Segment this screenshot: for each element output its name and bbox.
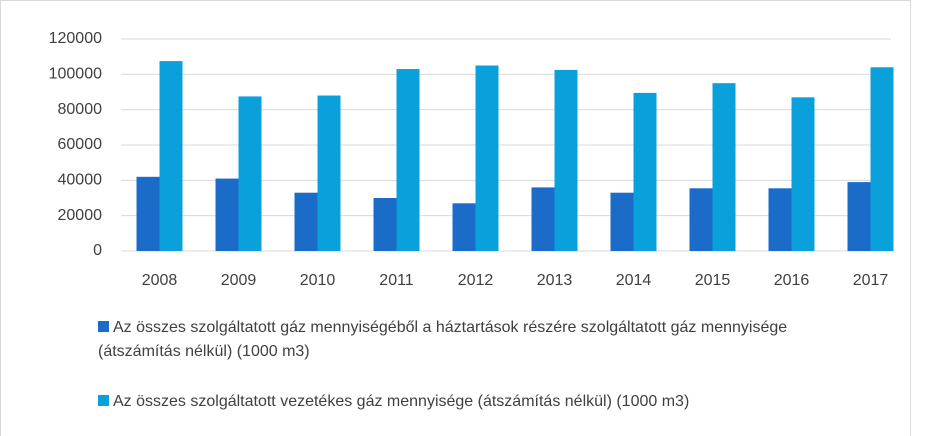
bar — [475, 65, 499, 251]
bar — [215, 178, 239, 251]
legend-label: Az összes szolgáltatott vezetékes gáz me… — [113, 393, 690, 410]
bar — [847, 182, 871, 251]
bar — [712, 83, 736, 252]
x-tick-label: 2017 — [853, 272, 889, 289]
bar — [689, 188, 713, 251]
bar — [531, 187, 555, 251]
bar — [452, 203, 476, 251]
legend-label: Az összes szolgáltatott gáz mennyiségébő… — [98, 319, 788, 360]
bar — [633, 92, 657, 251]
x-tick-label: 2016 — [774, 272, 810, 289]
y-tick-label: 0 — [93, 242, 102, 259]
bar — [159, 61, 183, 252]
y-tick-label: 100000 — [49, 66, 102, 83]
bar — [294, 192, 318, 251]
x-tick-label: 2015 — [695, 272, 731, 289]
bar — [136, 176, 160, 251]
y-tick-label: 20000 — [58, 207, 103, 224]
legend-entry: Az összes szolgáltatott gáz mennyiségébő… — [98, 316, 818, 364]
x-tick-label: 2013 — [537, 272, 573, 289]
y-tick-label: 40000 — [58, 172, 103, 189]
x-tick-label: 2010 — [300, 272, 336, 289]
x-tick-label: 2014 — [616, 272, 652, 289]
x-tick-label: 2012 — [458, 272, 494, 289]
bar — [317, 95, 341, 252]
bar — [373, 198, 397, 251]
bar — [791, 97, 815, 251]
legend-swatch — [98, 395, 109, 406]
y-tick-label: 80000 — [58, 101, 103, 118]
bar — [870, 67, 894, 252]
x-tick-label: 2009 — [221, 272, 257, 289]
bar — [554, 69, 578, 252]
bar — [396, 69, 420, 252]
bar — [768, 188, 792, 251]
x-tick-label: 2011 — [379, 272, 414, 289]
y-tick-label: 120000 — [49, 30, 102, 47]
legend-swatch — [98, 321, 109, 332]
bar — [610, 192, 634, 251]
y-tick-label: 60000 — [58, 136, 103, 153]
bar — [238, 96, 262, 252]
legend-entry: Az összes szolgáltatott vezetékes gáz me… — [98, 390, 818, 414]
x-tick-label: 2008 — [142, 272, 178, 289]
